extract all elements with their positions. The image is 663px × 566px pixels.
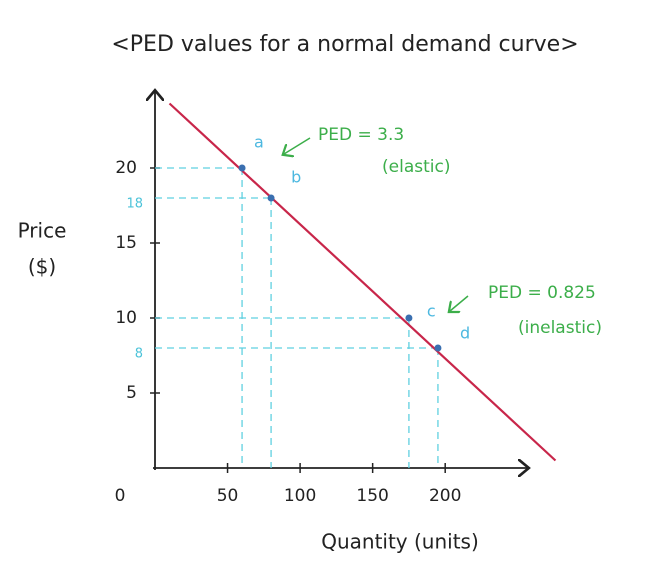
annotation: PED = 3.3: [318, 125, 404, 145]
x-tick-label: 0: [115, 486, 126, 506]
marked-y-tick-label: 18: [126, 197, 143, 212]
point: [434, 345, 441, 352]
point-label: d: [460, 324, 470, 343]
chart: <PED values for a normal demand curve> P…: [0, 0, 663, 566]
y-tick-label: 10: [115, 308, 137, 328]
y-axis-label: ($): [28, 255, 56, 279]
marked-y-tick-label: 8: [135, 347, 143, 362]
point: [268, 195, 275, 202]
y-tick-label: 5: [126, 383, 137, 403]
annotation-arrow: [284, 138, 310, 154]
point: [239, 165, 246, 172]
annotation: (inelastic): [518, 318, 602, 338]
chart-title: <PED values for a normal demand curve>: [111, 32, 578, 57]
y-tick-label: 20: [115, 158, 137, 178]
annotation: PED = 0.825: [488, 283, 596, 303]
x-axis-label: Quantity (units): [321, 530, 479, 554]
x-tick-label: 100: [284, 486, 316, 506]
point-label: b: [291, 168, 301, 187]
point: [405, 315, 412, 322]
x-tick-label: 200: [429, 486, 461, 506]
x-tick-label: 50: [217, 486, 239, 506]
demand-line: [170, 104, 556, 461]
x-tick-label: 150: [356, 486, 388, 506]
y-tick-label: 15: [115, 233, 137, 253]
point-label: a: [254, 133, 264, 152]
point-label: c: [427, 302, 436, 321]
y-axis-label: Price: [18, 219, 67, 243]
annotation: (elastic): [382, 157, 450, 177]
annotation-arrow: [450, 296, 468, 311]
